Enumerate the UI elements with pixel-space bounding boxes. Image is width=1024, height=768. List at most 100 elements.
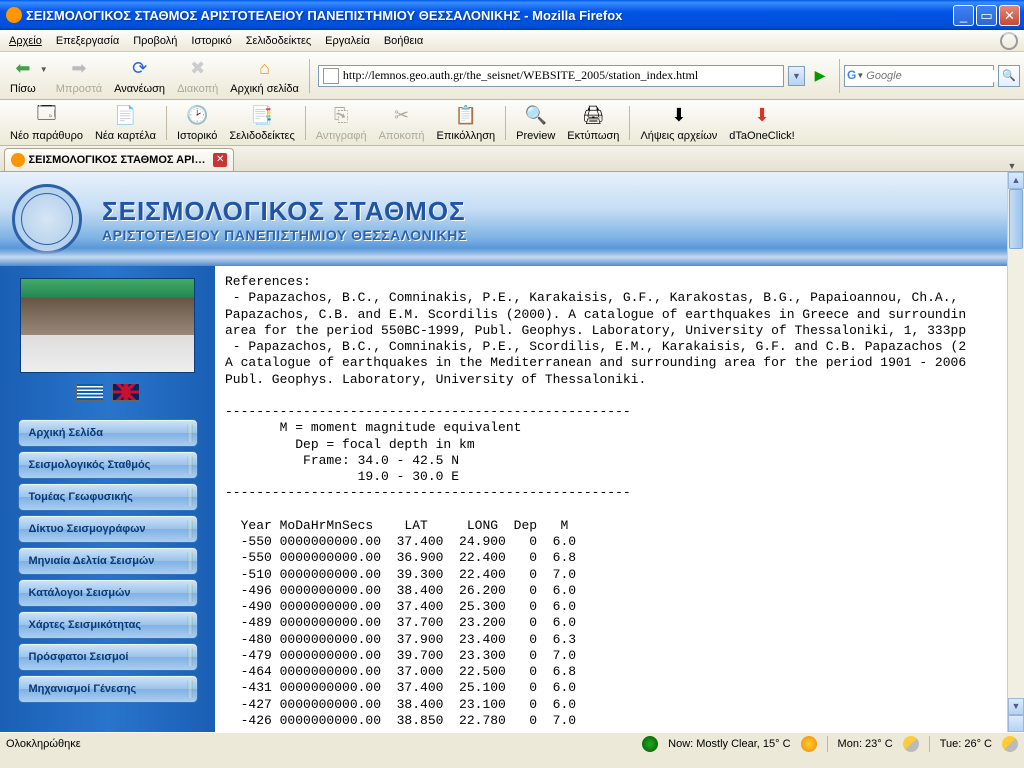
history-button[interactable]: 🕑Ιστορικό [171,102,223,144]
scroll-thumb[interactable] [1009,189,1023,249]
banner-text: ΣΕΙΣΜΟΛΟΓΙΚΟΣ ΣΤΑΘΜΟΣ ΑΡΙΣΤΟΤΕΛΕΙΟΥ ΠΑΝΕ… [102,196,467,243]
window-titlebar: ΣΕΙΣΜΟΛΟΓΙΚΟΣ ΣΤΑΘΜΟΣ ΑΡΙΣΤΟΤΕΛΕΙΟΥ ΠΑΝΕ… [0,0,1024,30]
paste-icon: 📋 [454,104,478,128]
menu-help[interactable]: Βοήθεια [377,33,430,49]
menu-view[interactable]: Προβολή [126,33,184,49]
menu-edit[interactable]: Επεξεργασία [49,33,126,49]
extra-toolbar: 🗔Νέο παράθυρο 📄Νέα καρτέλα 🕑Ιστορικό 📑Σε… [0,100,1024,146]
copy-icon: ⎘ [329,104,353,128]
weather-now-icon [642,736,658,752]
window-maximize-button[interactable]: ▭ [976,5,997,26]
menu-file[interactable]: Αρχείο [2,33,49,49]
vertical-scrollbar[interactable]: ▲ ▼ [1007,172,1024,732]
toolbar-separator [166,106,167,140]
window-close-button[interactable]: ✕ [999,5,1020,26]
dta-button[interactable]: ⬇dTaOneClick! [723,102,800,144]
cut-icon: ✂ [390,104,414,128]
toolbar-separator [839,59,840,93]
magnifier-icon: 🔍 [1002,69,1016,82]
url-bar[interactable] [318,65,784,87]
stop-button: ✖Διακοπή [171,55,224,97]
scroll-up-button[interactable]: ▲ [1008,172,1024,189]
search-button[interactable]: 🔍 [998,65,1020,87]
weather-mon: Mon: 23° C [838,738,893,750]
forward-button: ➡Μπροστά [50,55,108,97]
menu-bookmarks[interactable]: Σελιδοδείκτες [239,33,318,49]
url-dropdown-button[interactable]: ▼ [788,66,805,86]
back-button[interactable]: ⬅Πίσω [4,55,42,97]
new-tab-icon: 📄 [113,104,137,128]
go-button[interactable]: ▶ [809,65,831,87]
home-button[interactable]: ⌂Αρχική σελίδα [224,55,305,97]
status-separator [827,736,828,752]
nav-monthly[interactable]: Μηνιαία Δελτία Σεισμών [18,547,198,575]
preview-button[interactable]: 🔍Preview [510,102,561,144]
menu-history[interactable]: Ιστορικό [184,33,238,49]
copy-button: ⎘Αντιγραφή [310,102,373,144]
downloads-icon: ⬇ [667,104,691,128]
back-icon: ⬅ [11,57,35,81]
tab-bar: ΣΕΙΣΜΟΛΟΓΙΚΟΣ ΣΤΑΘΜΟΣ ΑΡΙΣΤ... ✕ ▼ [0,146,1024,172]
browser-tab[interactable]: ΣΕΙΣΜΟΛΟΓΙΚΟΣ ΣΤΑΘΜΟΣ ΑΡΙΣΤ... ✕ [4,148,234,171]
search-bar[interactable]: G ▼ [844,65,994,87]
google-icon: G [847,68,856,84]
reload-icon: ⟳ [128,57,152,81]
nav-catalogs[interactable]: Κατάλογοι Σεισμών [18,579,198,607]
status-separator [929,736,930,752]
print-icon: 🖨 [581,104,605,128]
weather-now: Now: Mostly Clear, 15° C [668,738,790,750]
history-icon: 🕑 [185,104,209,128]
page-icon [323,68,339,84]
bookmarks-button[interactable]: 📑Σελιδοδείκτες [223,102,300,144]
url-input[interactable] [343,68,779,83]
search-input[interactable] [864,70,1009,82]
toolbar-separator [305,106,306,140]
language-switcher [0,383,215,401]
new-tab-button[interactable]: 📄Νέα καρτέλα [89,102,162,144]
tabs-dropdown-button[interactable]: ▼ [1004,161,1020,171]
throbber-icon [1000,32,1018,50]
bookmarks-icon: 📑 [250,104,274,128]
banner-subtitle: ΑΡΙΣΤΟΤΕΛΕΙΟΥ ΠΑΝΕΠΙΣΤΗΜΙΟΥ ΘΕΣΣΑΛΟΝΙΚΗΣ [102,227,467,243]
downloads-button[interactable]: ⬇Λήψεις αρχείων [634,102,723,144]
nav-station[interactable]: Σεισμολογικός Σταθμός [18,451,198,479]
flag-english-icon[interactable] [112,383,140,401]
window-minimize-button[interactable]: _ [953,5,974,26]
new-window-button[interactable]: 🗔Νέο παράθυρο [4,102,89,144]
home-icon: ⌂ [253,57,277,81]
paste-button[interactable]: 📋Επικόλληση [431,102,502,144]
print-button[interactable]: 🖨Εκτύπωση [561,102,625,144]
site-banner: ΣΕΙΣΜΟΛΟΓΙΚΟΣ ΣΤΑΘΜΟΣ ΑΡΙΣΤΟΤΕΛΕΙΟΥ ΠΑΝΕ… [0,172,1024,266]
flag-greek-icon[interactable] [76,383,104,401]
navigation-toolbar: ⬅Πίσω ▼ ➡Μπροστά ⟳Ανανέωση ✖Διακοπή ⌂Αρχ… [0,52,1024,100]
nav-home[interactable]: Αρχική Σελίδα [18,419,198,447]
nav-mechanisms[interactable]: Μηχανισμοί Γένεσης [18,675,198,703]
stop-icon: ✖ [186,57,210,81]
scroll-corner [1008,715,1024,732]
search-engine-dropdown-icon[interactable]: ▼ [856,71,864,80]
back-dropdown-icon[interactable]: ▼ [40,65,48,74]
nav-maps[interactable]: Χάρτες Σεισμικότητας [18,611,198,639]
reload-button[interactable]: ⟳Ανανέωση [108,55,171,97]
tab-close-button[interactable]: ✕ [213,153,227,167]
tab-title: ΣΕΙΣΜΟΛΟΓΙΚΟΣ ΣΤΑΘΜΟΣ ΑΡΙΣΤ... [29,154,210,166]
weather-tue-icon [1002,736,1018,752]
status-bar: Ολοκληρώθηκε Now: Mostly Clear, 15° C Mo… [0,732,1024,754]
preview-icon: 🔍 [524,104,548,128]
window-title: ΣΕΙΣΜΟΛΟΓΙΚΟΣ ΣΤΑΘΜΟΣ ΑΡΙΣΤΟΤΕΛΕΙΟΥ ΠΑΝΕ… [26,8,953,23]
menu-tools[interactable]: Εργαλεία [318,33,377,49]
scroll-down-button[interactable]: ▼ [1008,698,1024,715]
nav-geophysics[interactable]: Τομέας Γεωφυσικής [18,483,198,511]
weather-tue: Tue: 26° C [940,738,992,750]
forward-icon: ➡ [67,57,91,81]
toolbar-separator [629,106,630,140]
menu-bar: Αρχείο Επεξεργασία Προβολή Ιστορικό Σελι… [0,30,1024,52]
document-text: References: - Papazachos, B.C., Comninak… [225,274,966,728]
sidebar: Αρχική Σελίδα Σεισμολογικός Σταθμός Τομέ… [0,266,215,732]
nav-network[interactable]: Δίκτυο Σεισμογράφων [18,515,198,543]
weather-mon-icon2 [903,736,919,752]
nav-recent[interactable]: Πρόσφατοι Σεισμοί [18,643,198,671]
firefox-icon [6,7,22,23]
toolbar-separator [309,59,310,93]
university-seal-icon [12,184,82,254]
